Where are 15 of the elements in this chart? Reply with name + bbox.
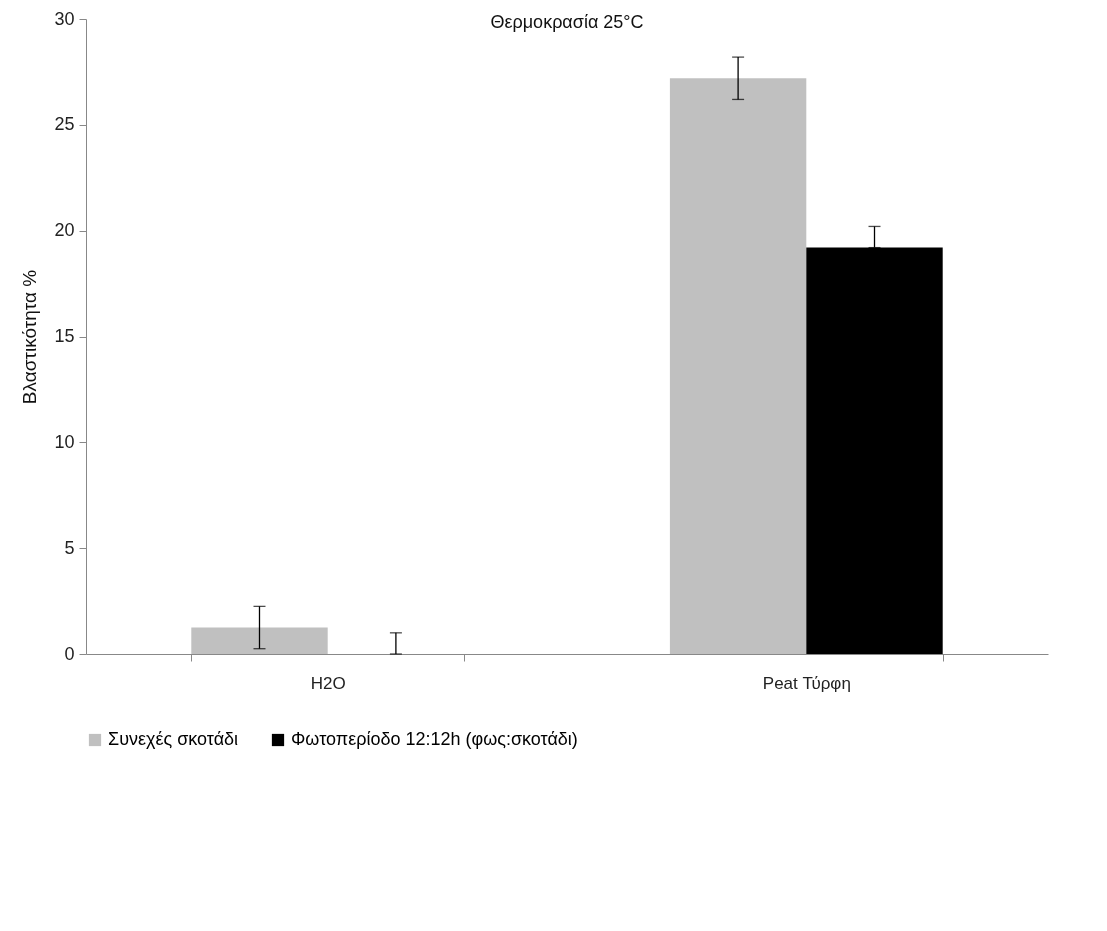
y-tick-label: 5: [64, 537, 75, 558]
legend-label: Συνεχές σκοτάδι: [108, 729, 239, 749]
bar: [669, 78, 807, 654]
y-tick-label: 30: [54, 8, 75, 29]
y-tick-label: 10: [54, 431, 75, 452]
legend-label: Φωτοπερίοδο 12:12h (φως:σκοτάδι): [291, 729, 578, 749]
x-tick-label: Peat Τύρφη: [762, 673, 851, 693]
bar: [191, 627, 328, 654]
y-axis-title: Βλαστικότητα %: [19, 269, 41, 405]
y-tick-label: 25: [54, 114, 75, 135]
y-tick-label: 20: [54, 220, 75, 241]
y-tick-label: 0: [64, 643, 75, 664]
chart-title: Θερμοκρασία 25°C: [490, 12, 644, 32]
x-tick-label: H2O: [310, 673, 346, 693]
y-tick-label: 15: [54, 326, 75, 346]
